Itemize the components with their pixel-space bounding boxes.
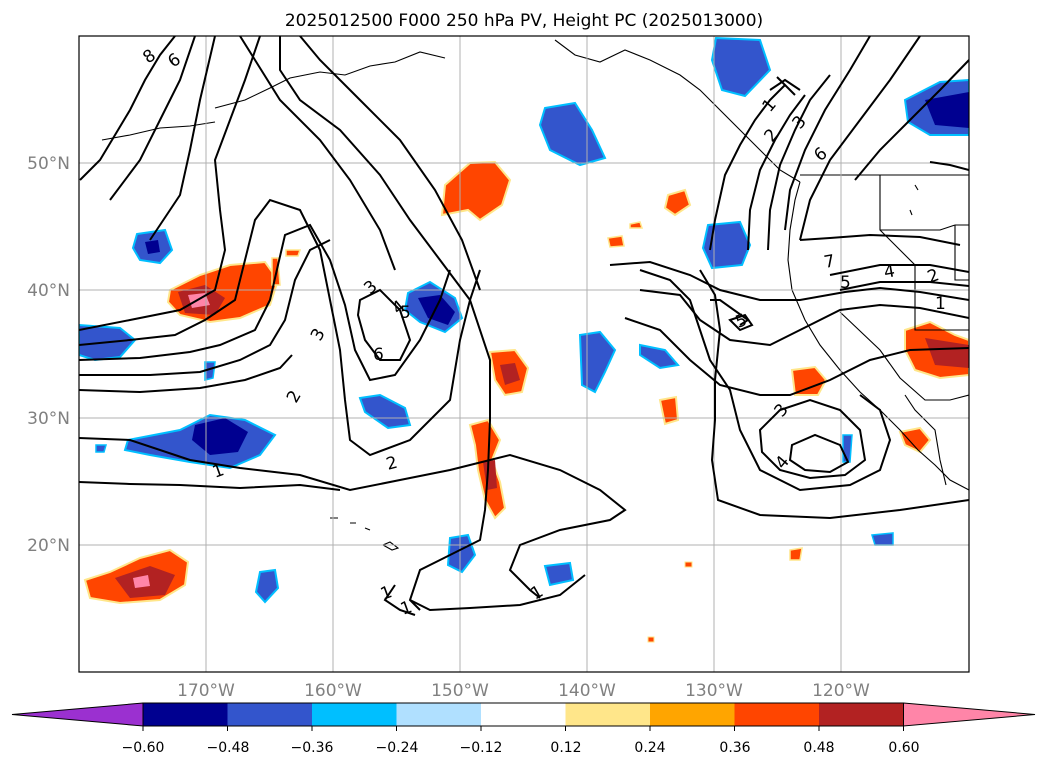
- contour-label: 5: [400, 303, 411, 323]
- lat-label-30n: 30°N: [27, 409, 70, 429]
- lat-label-20n: 20°N: [27, 536, 70, 556]
- colorbar-segment: [143, 703, 228, 726]
- lon-label-130w: 130°W: [685, 681, 743, 701]
- lon-label-150w: 150°W: [431, 681, 489, 701]
- lon-label-170w: 170°W: [177, 681, 235, 701]
- colorbar-tick-label: 0.36: [719, 740, 750, 756]
- colorbar-segment: [650, 703, 735, 726]
- colorbar-extend-left: [11, 702, 144, 727]
- lon-label-160w: 160°W: [304, 681, 362, 701]
- map-frame: [78, 35, 970, 673]
- colorbar-segment: [312, 703, 397, 726]
- colorbar-segment: [227, 703, 313, 726]
- colorbar-segment: [396, 703, 482, 726]
- contour-label: 4: [882, 261, 896, 283]
- lon-label-140w: 140°W: [558, 681, 616, 701]
- latitude-labels: 50°N 40°N 30°N 20°N: [27, 154, 70, 556]
- colorbar-labels: −0.60 −0.48 −0.36 −0.24 −0.12 0.12 0.24 …: [122, 740, 920, 756]
- colorbar-outline: [142, 702, 904, 727]
- map-background: [79, 36, 969, 672]
- colorbar-segment: [819, 703, 904, 726]
- colorbar-extend-right: [903, 702, 1036, 727]
- contour-label: 1: [935, 294, 946, 314]
- colorbar-tick-label: 0.60: [888, 740, 919, 756]
- colorbar-segment: [734, 703, 820, 726]
- coastlines: [101, 39, 969, 551]
- colorbar-tick-label: 0.48: [803, 740, 834, 756]
- longitude-labels: 170°W 160°W 150°W 140°W 130°W 120°W: [177, 681, 870, 701]
- colorbar-tick-label: 0.24: [634, 740, 665, 756]
- contour-label: 6: [373, 345, 384, 365]
- contour-label: 5: [840, 273, 851, 293]
- lat-label-40n: 40°N: [27, 281, 70, 301]
- colorbar-tick-label: −0.36: [291, 740, 334, 756]
- colorbar-tick-label: 0.12: [550, 740, 581, 756]
- contour-label: 2: [384, 453, 400, 475]
- colorbar-tick-label: −0.60: [122, 740, 165, 756]
- lon-label-120w: 120°W: [812, 681, 870, 701]
- colorbar-tick-label: −0.48: [207, 740, 250, 756]
- gridlines: [79, 36, 969, 672]
- colorbar-tick-label: −0.12: [460, 740, 503, 756]
- colorbar-segment: [481, 703, 566, 726]
- map-title: 2025012500 F000 250 hPa PV, Height PC (2…: [285, 11, 763, 31]
- height-contours: [79, 36, 969, 616]
- contour-label: 7: [822, 251, 836, 273]
- lat-label-50n: 50°N: [27, 154, 70, 174]
- colorbar: [11, 702, 1036, 731]
- colorbar-tick-label: −0.24: [376, 740, 419, 756]
- colorbar-segment: [565, 703, 651, 726]
